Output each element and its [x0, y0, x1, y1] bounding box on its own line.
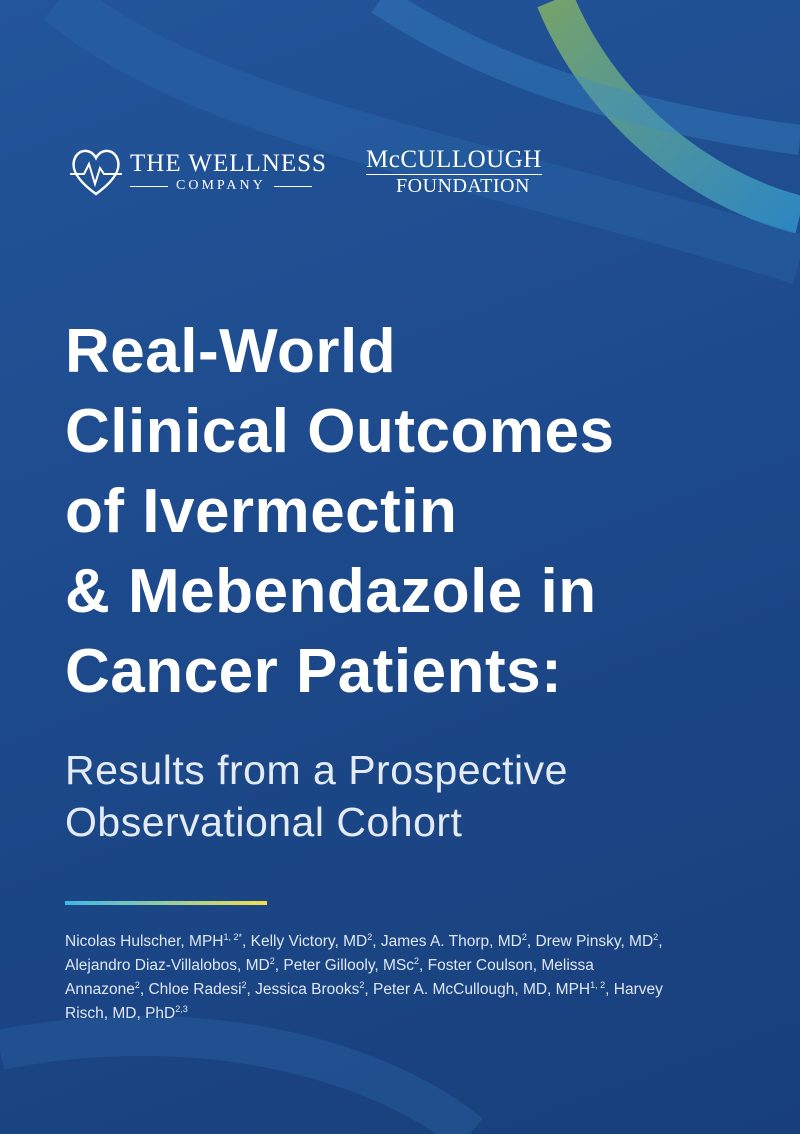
logo-text: COMPANY [130, 178, 327, 194]
title-line: Real-World [65, 317, 397, 386]
subtitle-line: Observational Cohort [65, 799, 463, 845]
author-affiliation: 2 [134, 979, 140, 990]
author-affiliation: 2 [269, 955, 275, 966]
logo-text: THE WELLNESS [130, 150, 327, 177]
author-affiliation: 2,3 [175, 1003, 188, 1014]
author-name: Kelly Victory, MD [250, 933, 368, 950]
title-line: Clinical Outcomes [65, 397, 615, 466]
author-affiliation: 2 [414, 955, 420, 966]
author-name: Nicolas Hulscher, MPH [65, 933, 224, 950]
title-line: of Ivermectin [65, 477, 458, 546]
author-name: Peter A. McCullough, MD, MPH [373, 981, 591, 998]
subtitle-line: Results from a Prospective [65, 747, 568, 793]
title-line: & Mebendazole in [65, 557, 597, 626]
author-name: Chloe Radesi [148, 981, 242, 998]
author-name: Alejandro Diaz-Villalobos, MD [65, 957, 270, 974]
heart-icon [70, 149, 122, 196]
accent-rule [65, 901, 267, 905]
wellness-logo: THE WELLNESS COMPANY [68, 146, 327, 198]
mccullough-logo: McCULLOUGH FOUNDATION [366, 146, 542, 198]
authors: Nicolas Hulscher, MPH1, 2*, Kelly Victor… [65, 930, 665, 1026]
author-name: Peter Gillooly, MSc [283, 957, 415, 974]
title-line: Cancer Patients: [65, 637, 563, 706]
author-name: Harvey Risch, MD, PhD [65, 981, 663, 1022]
logo-text: FOUNDATION [396, 175, 530, 197]
author-separator: , [526, 933, 536, 950]
author-name: Drew Pinsky, MD [535, 933, 654, 950]
author-name: Foster Coulson, Melissa Annazone [65, 957, 594, 998]
author-name: Jessica Brooks [255, 981, 360, 998]
author-name: James A. Thorp, MD [380, 933, 522, 950]
author-affiliation: 2 [359, 979, 365, 990]
author-separator: , [605, 981, 614, 998]
author-affiliation: 1, 2* [223, 931, 243, 942]
author-affiliation: 1, 2 [590, 979, 606, 990]
title: Real-World Clinical Outcomes of Ivermectin… [65, 312, 614, 712]
author-affiliation: 2 [367, 931, 373, 942]
author-separator: , [419, 957, 428, 974]
author-separator: , [658, 933, 663, 950]
author-separator: , [274, 957, 284, 974]
author-affiliation: 2 [521, 931, 527, 942]
author-separator: , [139, 981, 149, 998]
author-separator: , [246, 981, 256, 998]
author-separator: , [364, 981, 374, 998]
author-affiliation: 2 [241, 979, 247, 990]
author-separator: , [242, 933, 251, 950]
logo-text: McCULLOUGH [366, 146, 542, 175]
subtitle: Results from a Prospective Observational … [65, 744, 568, 848]
author-separator: , [372, 933, 381, 950]
author-affiliation: 2 [653, 931, 659, 942]
